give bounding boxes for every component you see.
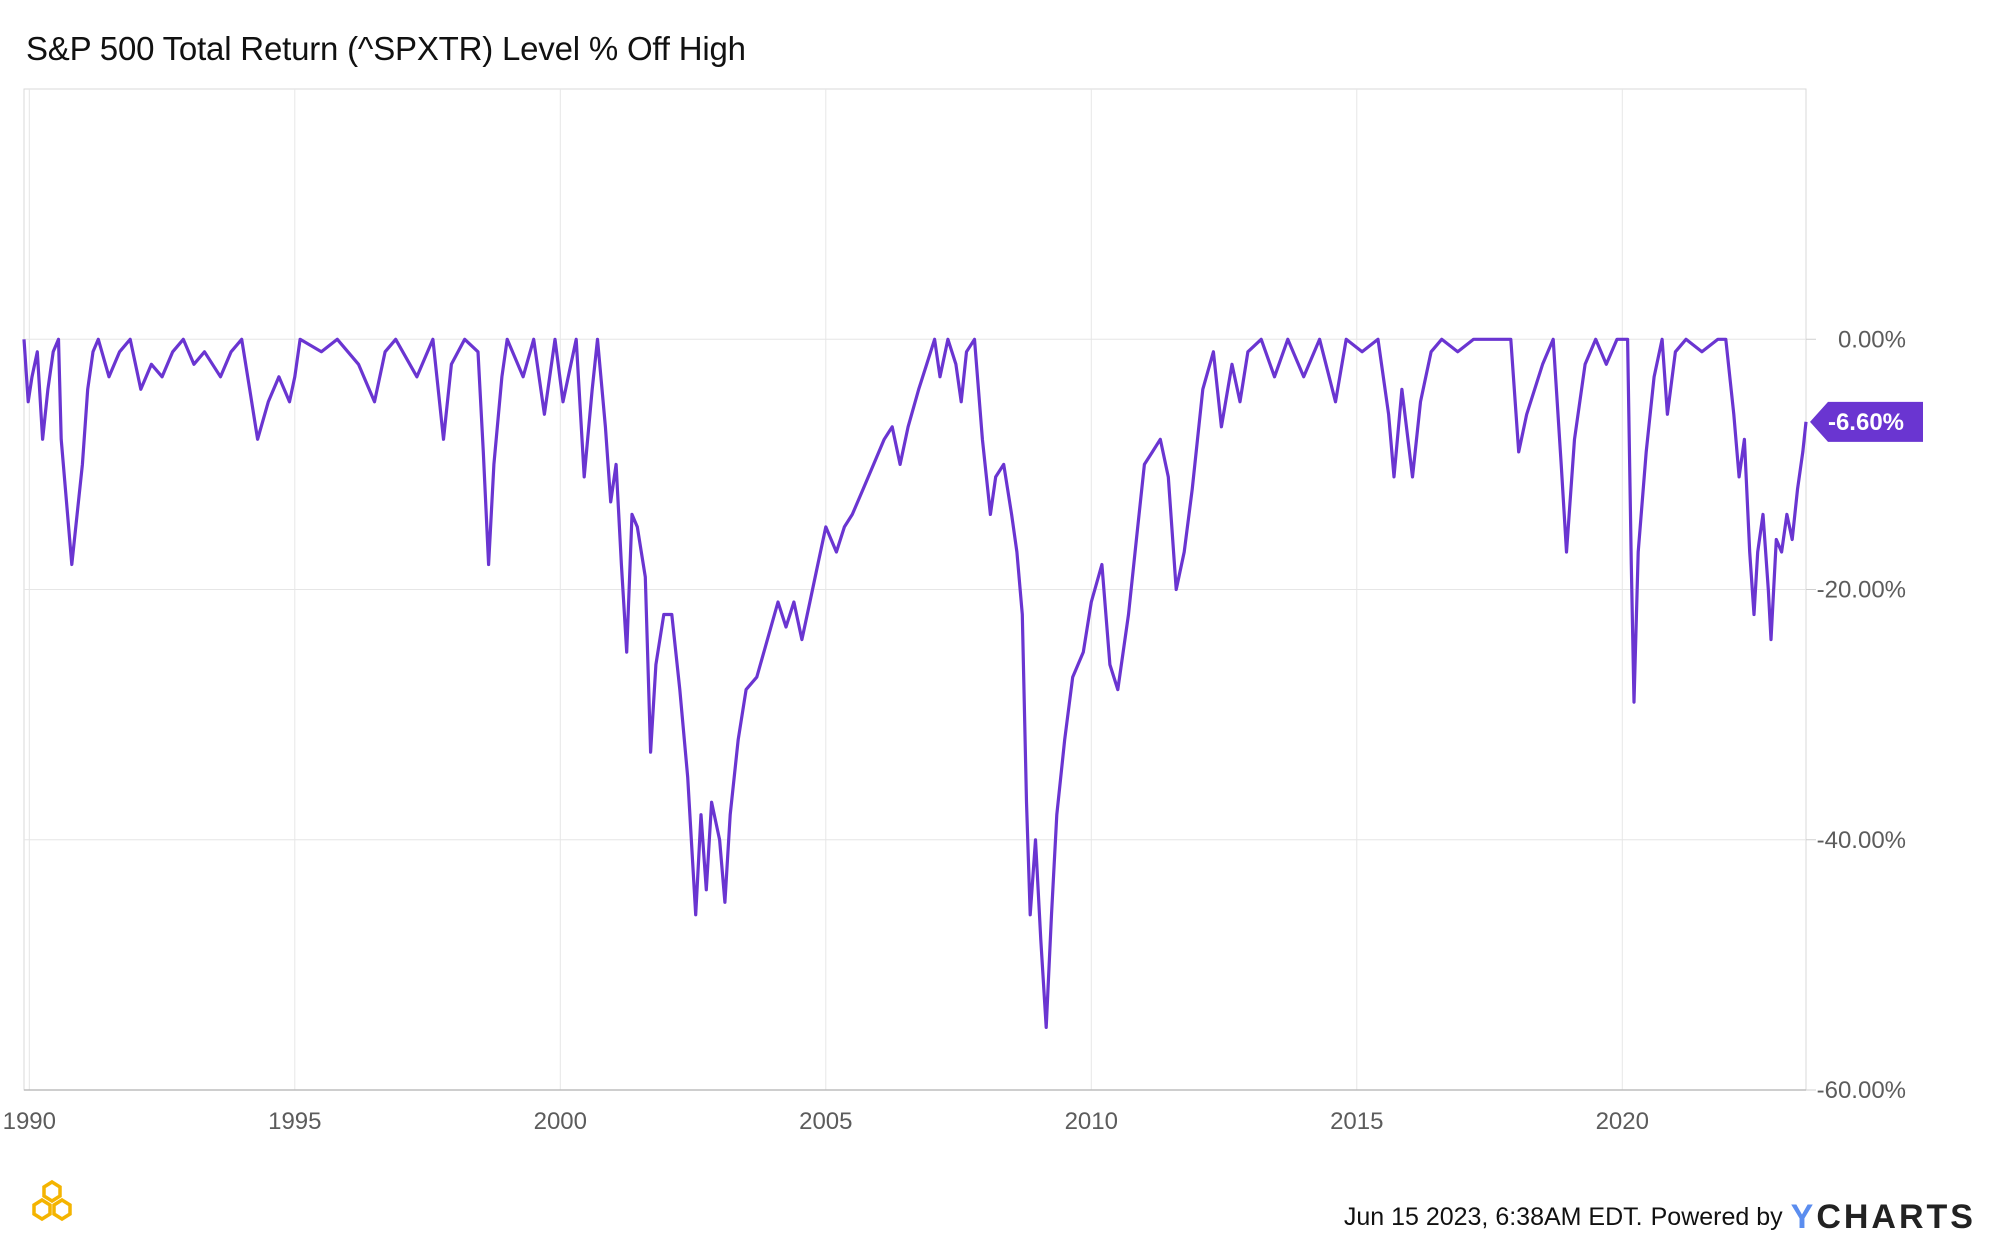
ycharts-logo-icon [32, 1179, 72, 1222]
y-tick-label: -40.00% [1817, 827, 1906, 854]
y-tick-label: 0.00% [1838, 326, 1906, 353]
y-tick-label: -60.00% [1817, 1077, 1906, 1104]
last-value-label: -6.60% [1828, 409, 1904, 436]
x-tick-label: 2010 [1065, 1108, 1118, 1135]
label-layer: -6.60% [1810, 401, 1923, 442]
x-tick-label: 2005 [799, 1108, 852, 1135]
grid-layer [23, 88, 1816, 1091]
axis-layer: 1990 1995 2000 2005 2010 2015 2020 0.00% -20.00%… [3, 326, 1906, 1135]
series-line-0 [22, 337, 1808, 1029]
footer-timestamp: Jun 15 2023, 6:38AM EDT. [1343, 1203, 1643, 1231]
x-tick-label: 1990 [3, 1108, 56, 1135]
x-tick-label: 2020 [1596, 1108, 1649, 1135]
x-tick-label: 2000 [534, 1108, 587, 1135]
last-value-badge: -6.60% [1810, 401, 1923, 442]
chart-title: S&P 500 Total Return (^SPXTR) Level % Of… [26, 30, 746, 67]
ycharts-brand[interactable]: YCHARTS [1791, 1198, 1976, 1237]
y-tick-label: -20.00% [1817, 577, 1906, 604]
series-layer [22, 337, 1808, 1029]
brand-rest: CHARTS [1816, 1198, 1976, 1236]
footer: Jun 15 2023, 6:38AM EDT. Powered by YCHA… [1344, 1198, 1976, 1237]
footer-powered-by: Powered by [1650, 1203, 1783, 1231]
x-tick-label: 1995 [268, 1108, 321, 1135]
x-tick-label: 2015 [1330, 1108, 1383, 1135]
brand-y: Y [1790, 1198, 1817, 1236]
